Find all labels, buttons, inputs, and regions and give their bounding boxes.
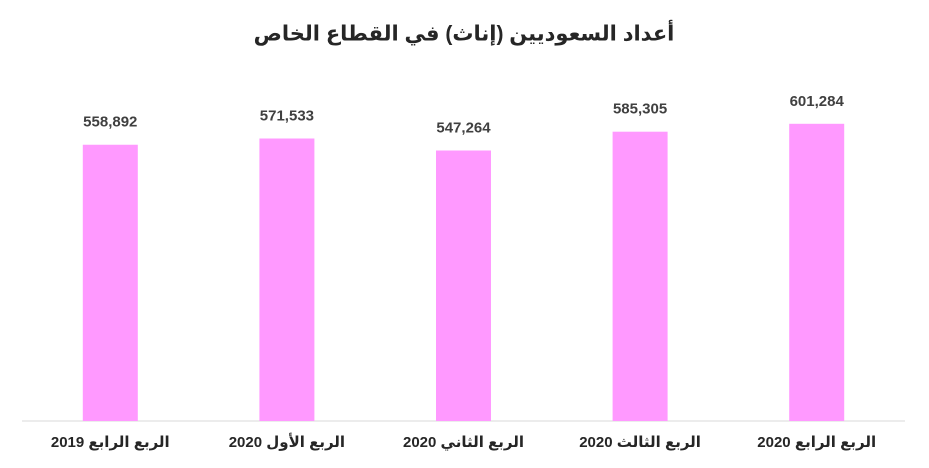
- data-label: 558,892: [83, 114, 137, 131]
- x-tick-label: الربع الثالث 2020: [579, 434, 701, 451]
- chart-title: أعداد السعوديين (إناث) في القطاع الخاص: [254, 19, 675, 46]
- x-tick-label: الربع الرابع 2019: [51, 434, 170, 451]
- bar: [436, 150, 491, 421]
- bar: [259, 138, 315, 422]
- x-tick-label: الربع الرابع 2020: [757, 434, 876, 451]
- x-tick-label: الربع الأول 2020: [229, 433, 345, 451]
- data-label: 585,305: [613, 101, 667, 118]
- bar: [612, 131, 668, 422]
- data-label: 547,264: [436, 119, 491, 136]
- x-tick-label: الربع الثاني 2020: [403, 434, 524, 451]
- data-label: 601,284: [790, 93, 845, 110]
- data-label: 571,533: [260, 107, 314, 124]
- bar: [82, 144, 138, 421]
- bar: [789, 123, 845, 421]
